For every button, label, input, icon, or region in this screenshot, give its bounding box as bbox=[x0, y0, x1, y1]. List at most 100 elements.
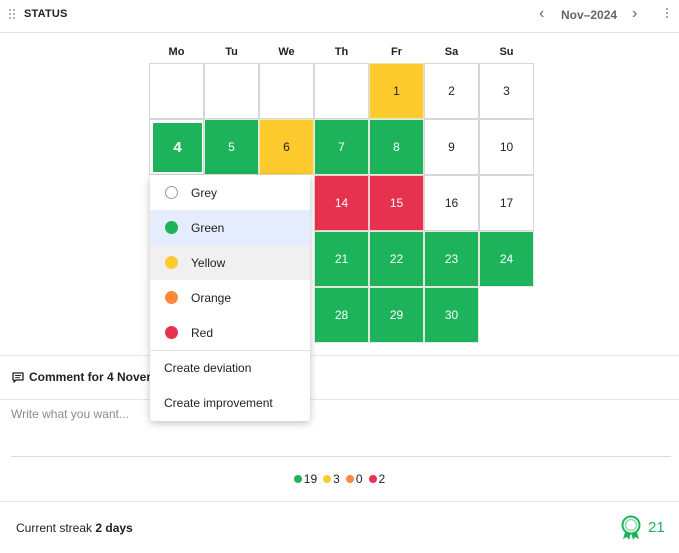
selected-day-number: 4 bbox=[153, 123, 202, 172]
status-option-green[interactable]: Green bbox=[150, 210, 310, 245]
weekday-label: Mo bbox=[168, 46, 185, 58]
calendar-day-17[interactable]: 17 bbox=[479, 175, 534, 231]
day-number: 16 bbox=[444, 196, 459, 210]
day-number: 9 bbox=[448, 140, 455, 154]
section-divider bbox=[0, 355, 679, 356]
calendar-day-3[interactable]: 3 bbox=[479, 63, 534, 119]
calendar-day-28[interactable]: 28 bbox=[314, 287, 369, 343]
status-dot-icon bbox=[165, 221, 178, 234]
status-option-label: Yellow bbox=[191, 255, 226, 270]
calendar-day-1[interactable]: 1 bbox=[369, 63, 424, 119]
status-option-grey[interactable]: Grey bbox=[150, 175, 310, 210]
calendar-empty-cell bbox=[314, 63, 369, 119]
status-count-value: 2 bbox=[378, 472, 386, 486]
widget-header: STATUS ‹ Nov–2024 › bbox=[0, 0, 679, 33]
calendar-day-15[interactable]: 15 bbox=[369, 175, 424, 231]
status-count-value: 19 bbox=[303, 472, 318, 486]
day-number: 17 bbox=[499, 196, 514, 210]
calendar-empty-cell bbox=[259, 63, 314, 119]
calendar-day-2[interactable]: 2 bbox=[424, 63, 479, 119]
status-count: 2 bbox=[368, 472, 386, 486]
day-number: 23 bbox=[444, 252, 459, 266]
footer-divider bbox=[0, 501, 679, 502]
chevron-left-icon[interactable]: ‹ bbox=[539, 5, 545, 22]
status-count-value: 0 bbox=[355, 472, 363, 486]
status-count-value: 3 bbox=[333, 472, 340, 486]
calendar-day-30[interactable]: 30 bbox=[424, 287, 479, 343]
calendar-day-22[interactable]: 22 bbox=[369, 231, 424, 287]
calendar-day-6[interactable]: 6 bbox=[259, 119, 314, 175]
comment-icon bbox=[12, 371, 24, 383]
drag-handle-icon[interactable] bbox=[9, 9, 17, 21]
status-dropdown-menu: Grey Green Yellow Orange Red Create deviation… bbox=[150, 175, 310, 421]
calendar-day-14[interactable]: 14 bbox=[314, 175, 369, 231]
calendar-day-23[interactable]: 23 bbox=[424, 231, 479, 287]
day-number: 28 bbox=[334, 308, 349, 322]
calendar-empty-cell bbox=[149, 63, 204, 119]
weekday-label: Fr bbox=[391, 46, 402, 58]
calendar-day-29[interactable]: 29 bbox=[369, 287, 424, 343]
status-dot-icon bbox=[368, 475, 377, 483]
status-count: 3 bbox=[323, 472, 340, 486]
status-option-orange[interactable]: Orange bbox=[150, 280, 310, 315]
day-number: 14 bbox=[334, 196, 349, 210]
create-improvement-item[interactable]: Create improvement bbox=[164, 396, 273, 410]
day-number: 21 bbox=[334, 252, 349, 266]
status-count: 0 bbox=[345, 472, 363, 486]
day-number: 3 bbox=[503, 84, 510, 98]
calendar-day-16[interactable]: 16 bbox=[424, 175, 479, 231]
comment-title: Comment for 4 Novem bbox=[29, 370, 158, 384]
streak-value: 2 days bbox=[95, 521, 133, 535]
status-counts: 19 3 0 2 bbox=[0, 472, 679, 486]
status-option-red[interactable]: Red bbox=[150, 315, 310, 350]
current-streak: Current streak 2 days bbox=[16, 521, 133, 535]
weekday-label: Tu bbox=[225, 46, 238, 58]
day-number: 22 bbox=[389, 252, 404, 266]
comment-divider bbox=[0, 399, 679, 400]
month-label: Nov–2024 bbox=[561, 8, 618, 22]
calendar-day-5[interactable]: 5 bbox=[204, 119, 259, 175]
status-option-label: Green bbox=[191, 220, 225, 235]
comment-input-underline bbox=[11, 456, 671, 457]
day-number: 8 bbox=[393, 140, 400, 154]
menu-divider bbox=[150, 350, 310, 351]
day-number: 7 bbox=[338, 140, 345, 154]
weekday-label: Su bbox=[499, 46, 514, 58]
streak-label: Current streak bbox=[16, 521, 93, 535]
status-dot-icon bbox=[323, 475, 332, 483]
badge-count: 21 bbox=[648, 519, 665, 536]
day-number: 2 bbox=[448, 84, 455, 98]
weekday-label: Sa bbox=[444, 46, 459, 58]
calendar-day-10[interactable]: 10 bbox=[479, 119, 534, 175]
day-number: 29 bbox=[389, 308, 404, 322]
calendar-day-4[interactable]: 4 bbox=[149, 119, 204, 175]
day-number: 1 bbox=[393, 84, 400, 98]
calendar-day-24[interactable]: 24 bbox=[479, 231, 534, 287]
status-dot-icon bbox=[345, 475, 354, 483]
status-option-yellow[interactable]: Yellow bbox=[150, 245, 310, 280]
calendar-empty-cell bbox=[204, 63, 259, 119]
calendar-day-7[interactable]: 7 bbox=[314, 119, 369, 175]
day-number: 5 bbox=[228, 140, 235, 154]
chevron-right-icon[interactable]: › bbox=[632, 5, 638, 22]
create-deviation-item[interactable]: Create deviation bbox=[164, 361, 252, 375]
weekday-header: Mo Tu We Th Fr Sa Su bbox=[149, 46, 534, 60]
widget-title: STATUS bbox=[24, 8, 68, 20]
day-number: 15 bbox=[389, 196, 404, 210]
status-dot-icon bbox=[293, 475, 302, 483]
status-dot-icon bbox=[165, 291, 178, 304]
status-count: 19 bbox=[293, 472, 318, 486]
calendar-day-21[interactable]: 21 bbox=[314, 231, 369, 287]
weekday-label: We bbox=[278, 46, 295, 58]
calendar-day-9[interactable]: 9 bbox=[424, 119, 479, 175]
comment-header: Comment for 4 Novem bbox=[12, 370, 157, 384]
day-number: 6 bbox=[283, 140, 290, 154]
calendar-day-8[interactable]: 8 bbox=[369, 119, 424, 175]
day-number: 24 bbox=[499, 252, 514, 266]
day-number: 30 bbox=[444, 308, 459, 322]
day-number: 10 bbox=[499, 140, 514, 154]
weekday-label: Th bbox=[334, 46, 349, 58]
kebab-menu-icon[interactable] bbox=[666, 8, 669, 20]
comment-input[interactable] bbox=[11, 405, 671, 457]
status-option-label: Red bbox=[191, 325, 214, 340]
